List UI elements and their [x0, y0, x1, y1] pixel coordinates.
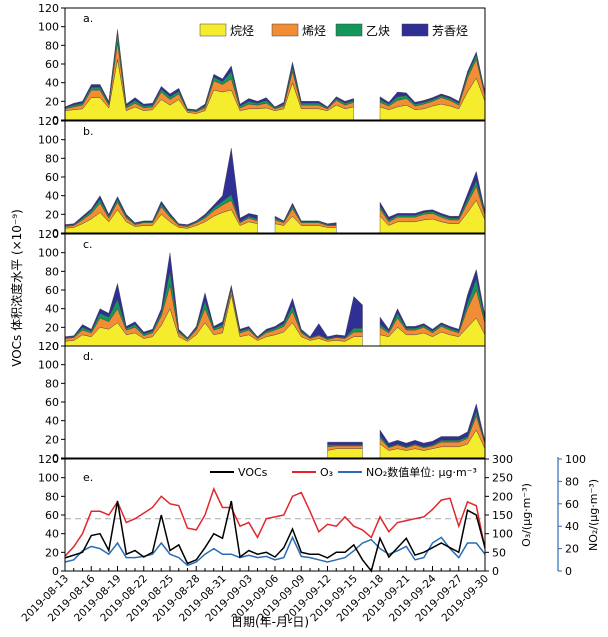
- y-tick-label: 120: [38, 228, 59, 241]
- panel-tag: c.: [83, 238, 93, 251]
- legend-swatch: [271, 23, 299, 37]
- x-axis-label: 日期(年-月-日): [231, 615, 309, 629]
- o3-tick-label: 0: [492, 565, 499, 578]
- y-tick-label: 20: [45, 321, 59, 334]
- legend-swatch: [335, 23, 363, 37]
- y-tick-label: 0: [52, 340, 59, 353]
- legend-label: 芳香烃: [432, 24, 468, 38]
- y-tick-label: 60: [45, 58, 59, 71]
- legend-swatch: [401, 23, 429, 37]
- y-tick-label: 20: [45, 208, 59, 221]
- y-tick-label: 100: [38, 359, 59, 372]
- y-tick-label: 80: [45, 490, 59, 503]
- o3-tick-label: 300: [492, 453, 513, 466]
- panel-tag: d.: [83, 350, 93, 363]
- panel-b: 0 20 40 60 80 100 120 b.: [38, 115, 486, 240]
- no2-tick-label: 20: [565, 543, 579, 556]
- o3-line: [64, 486, 486, 557]
- y-tick-label: 0: [52, 565, 59, 578]
- y-tick-label: 100: [38, 21, 59, 34]
- panel-d: 0 20 40 60 80 100 120 d.: [38, 340, 486, 465]
- y-tick-label: 120: [38, 453, 59, 466]
- y-tick-label: 120: [38, 115, 59, 128]
- y-tick-label: 60: [45, 509, 59, 522]
- y-axis-label: VOCs 体积浓度水平 (×10⁻⁹): [9, 209, 24, 367]
- panel-frame: [64, 345, 486, 459]
- y-tick-label: 20: [45, 546, 59, 559]
- legend-label: 乙炔: [366, 24, 390, 38]
- panel-tag: a.: [83, 12, 93, 25]
- y-tick-label: 120: [38, 2, 59, 15]
- no2-tick-label: 40: [565, 520, 579, 533]
- y-tick-label: 100: [38, 134, 59, 147]
- legend-label: VOCs: [238, 466, 268, 479]
- y-tick-label: 80: [45, 377, 59, 390]
- panel-a: 0 20 40 60 80 100 120 a.: [38, 2, 486, 127]
- area-aromatic: [274, 202, 337, 225]
- o3-axis-label: O₃/(μg·m⁻³): [520, 483, 533, 547]
- panel-tag: b.: [83, 125, 93, 138]
- area-aromatic: [64, 252, 363, 339]
- y-tick-label: 60: [45, 396, 59, 409]
- legend: 烷烃 烯烃 乙炔 芳香烃: [199, 23, 468, 38]
- area-alkane: [327, 448, 363, 459]
- o3-tick-label: 100: [492, 528, 513, 541]
- o3-tick-label: 250: [492, 472, 513, 485]
- area-aromatic: [64, 148, 258, 226]
- panel-e: 020406080100120e.050100150200250300O₃/(μ…: [38, 453, 600, 578]
- area-aromatic: [327, 441, 363, 446]
- legend-label: O₃: [320, 466, 333, 479]
- vocs-line: [64, 500, 486, 573]
- o3-tick-label: 50: [492, 546, 506, 559]
- no2-tick-label: 80: [565, 475, 579, 488]
- y-tick-label: 120: [38, 340, 59, 353]
- y-tick-label: 20: [45, 433, 59, 446]
- y-tick-label: 40: [45, 190, 59, 203]
- y-tick-label: 40: [45, 303, 59, 316]
- no2-line: [64, 535, 486, 567]
- y-tick-label: 80: [45, 152, 59, 165]
- y-tick-label: 100: [38, 247, 59, 260]
- y-tick-label: 40: [45, 415, 59, 428]
- panel-tag: e.: [83, 471, 93, 484]
- y-tick-label: 80: [45, 265, 59, 278]
- panel-e-legend: VOCs O₃ NO₂数值单位: μg·m⁻³: [210, 465, 477, 479]
- legend-swatch: [199, 23, 227, 37]
- legend-label: NO₂数值单位: μg·m⁻³: [366, 465, 477, 479]
- y-tick-label: 20: [45, 95, 59, 108]
- o3-tick-label: 200: [492, 490, 513, 503]
- no2-tick-label: 0: [565, 565, 572, 578]
- y-tick-label: 0: [52, 452, 59, 465]
- o3-tick-label: 150: [492, 509, 513, 522]
- y-tick-label: 60: [45, 171, 59, 184]
- no2-axis-label: NO₂/(μg·m⁻³): [587, 479, 600, 551]
- panel-c: 0 20 40 60 80 100 120 c.: [38, 228, 486, 353]
- legend-label: 烷烃: [230, 24, 254, 38]
- y-tick-label: 0: [52, 114, 59, 127]
- no2-tick-label: 100: [565, 453, 586, 466]
- y-tick-label: 100: [38, 472, 59, 485]
- no2-tick-label: 60: [565, 498, 579, 511]
- y-tick-label: 0: [52, 227, 59, 240]
- area-aromatic: [64, 29, 354, 111]
- legend-label: 烯烃: [302, 24, 326, 38]
- panels-group: 0 20 40 60 80 100 120 a. 0 20 40 60 80 100 120 b. 0 20 40 6…: [38, 2, 600, 578]
- y-tick-label: 40: [45, 528, 59, 541]
- y-tick-label: 60: [45, 284, 59, 297]
- y-tick-label: 80: [45, 39, 59, 52]
- y-tick-label: 40: [45, 77, 59, 90]
